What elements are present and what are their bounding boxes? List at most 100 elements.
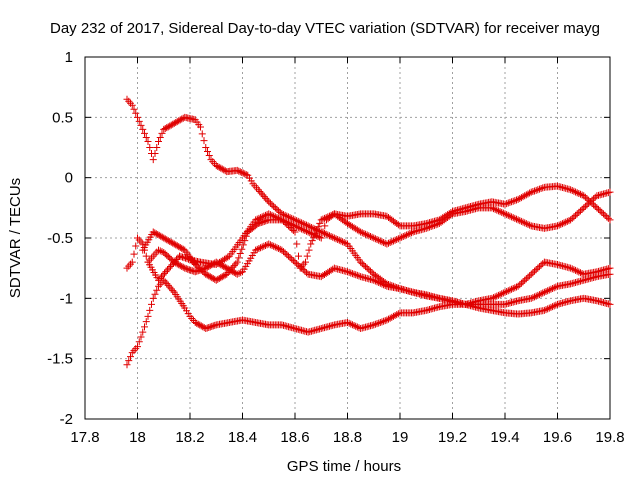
data-point [534,186,542,194]
data-point [568,265,576,273]
data-point [197,123,204,131]
data-point [173,256,180,264]
data-point [291,258,299,266]
data-point [549,303,557,311]
data-point [270,242,278,250]
data-point [212,276,220,284]
data-point [270,212,278,220]
data-point [519,193,527,201]
data-point [575,190,583,198]
data-point [535,263,543,271]
data-point [606,270,614,278]
data-point [506,198,514,206]
data-point [176,252,183,260]
data-point [491,205,499,213]
y-tick-label: 0.5 [52,109,73,126]
data-point [166,283,174,291]
data-point [289,257,297,265]
data-point [558,220,566,228]
data-point [299,226,307,234]
data-point [342,239,350,247]
data-point [220,262,228,270]
data-point [160,234,168,242]
data-point [522,191,530,199]
data-point [214,275,222,283]
data-point [319,215,327,223]
data-point [306,223,314,231]
data-point [519,278,527,286]
data-point [391,312,399,320]
data-point [380,239,388,247]
data-point [132,242,140,250]
data-point [161,125,169,133]
data-point [385,239,393,247]
data-point [185,266,193,274]
data-point [585,196,593,204]
data-point [521,276,529,284]
data-point [517,217,525,225]
data-point [358,229,366,237]
data-point [229,263,237,271]
data-point [298,219,306,227]
data-point [575,268,583,276]
data-point [509,285,517,293]
data-point [355,272,363,280]
data-point [327,232,335,240]
data-point [376,237,384,245]
data-point [316,227,324,235]
data-point [257,218,265,226]
data-point [258,243,266,251]
data-point [537,290,545,298]
data-point [142,133,150,141]
data-point [281,211,289,219]
y-tick-label: 0 [65,170,73,187]
data-point [130,105,138,113]
data-point [271,243,279,251]
data-point [218,273,226,281]
data-point [357,228,365,236]
data-point [226,267,234,275]
data-point [490,294,498,302]
data-point [155,246,162,254]
data-point [178,115,186,123]
data-point [573,267,581,275]
data-point [534,264,542,272]
data-point [511,197,519,205]
data-point [555,221,563,229]
data-point [283,251,291,259]
data-point [149,228,157,236]
data-point [394,221,402,229]
data-point [310,233,318,241]
data-point [552,283,560,291]
data-point [256,187,264,195]
data-point [540,306,548,314]
data-point [255,214,263,222]
data-point [179,263,187,271]
data-point [373,278,381,286]
data-point [508,285,516,293]
data-point [171,257,179,265]
data-point [163,124,171,132]
data-point [205,323,213,331]
data-point [380,281,388,289]
data-point [288,225,296,233]
data-point [350,270,358,278]
chart-title: Day 232 of 2017, Sidereal Day-to-day VTE… [50,20,600,37]
data-point [516,217,524,225]
data-point [545,304,553,312]
x-tick-label: 19 [392,429,409,446]
data-point [161,235,169,243]
data-point [139,240,147,248]
data-point [539,184,547,192]
data-point [531,187,539,195]
data-point [532,266,540,274]
x-tick-label: 18.2 [175,429,204,446]
data-point [494,291,502,299]
data-point [301,226,309,234]
data-point [573,210,581,218]
data-point [168,261,176,269]
data-point [380,317,388,325]
data-point [302,221,310,229]
data-point [506,286,514,294]
data-point [153,144,161,151]
